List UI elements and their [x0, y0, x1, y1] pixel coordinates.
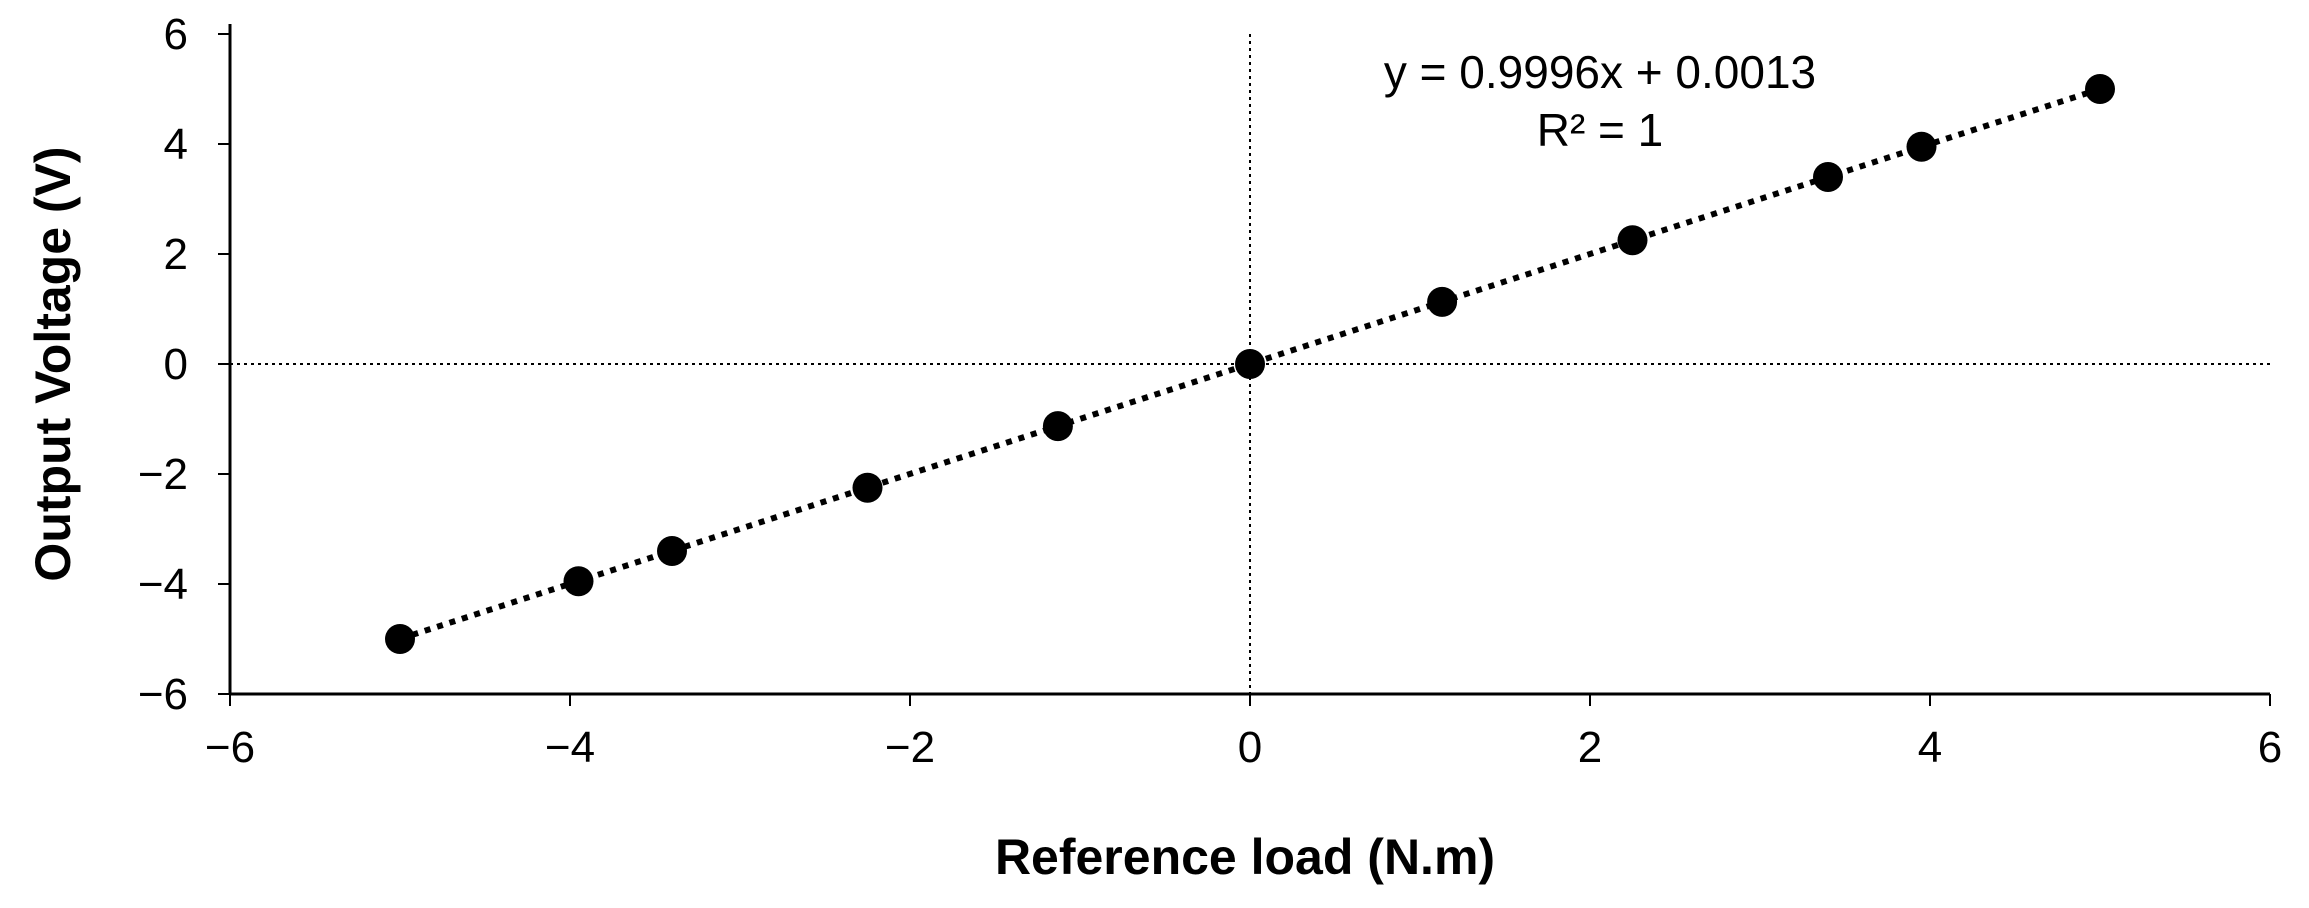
y-tick-label: −6 — [138, 670, 188, 719]
x-tick-label: 0 — [1238, 723, 1262, 772]
data-point — [1235, 349, 1265, 379]
y-tick-label: −2 — [138, 450, 188, 499]
x-tick-label: −2 — [885, 723, 935, 772]
trendline-equation: y = 0.9996x + 0.0013 — [1384, 46, 1816, 98]
data-point — [1042, 411, 1073, 442]
y-tick-label: −4 — [138, 560, 188, 609]
data-point — [385, 624, 415, 654]
x-tick-label: −6 — [205, 723, 255, 772]
data-point — [1617, 225, 1648, 256]
data-point — [563, 566, 594, 597]
data-point — [657, 536, 687, 566]
x-axis-ticks: −6 −4 −2 0 2 4 6 — [205, 694, 2282, 772]
x-tick-label: −4 — [545, 723, 595, 772]
data-points — [385, 74, 2115, 654]
x-tick-label: 2 — [1578, 723, 1602, 772]
y-tick-label: 6 — [164, 10, 188, 59]
data-point — [1813, 162, 1843, 192]
data-point — [1427, 286, 1458, 317]
y-axis-title: Output Voltage (V) — [25, 146, 81, 581]
y-tick-label: 2 — [164, 230, 188, 279]
data-point — [1906, 131, 1937, 162]
y-axis-ticks: −6 −4 −2 0 2 4 6 — [138, 10, 230, 719]
x-axis-title: Reference load (N.m) — [995, 829, 1495, 885]
y-tick-label: 4 — [164, 120, 188, 169]
x-tick-label: 4 — [1918, 723, 1942, 772]
data-point — [2085, 74, 2115, 104]
r-squared-label: R² = 1 — [1537, 104, 1664, 156]
y-tick-label: 0 — [164, 340, 188, 389]
x-tick-label: 6 — [2258, 723, 2282, 772]
data-point — [852, 472, 883, 503]
